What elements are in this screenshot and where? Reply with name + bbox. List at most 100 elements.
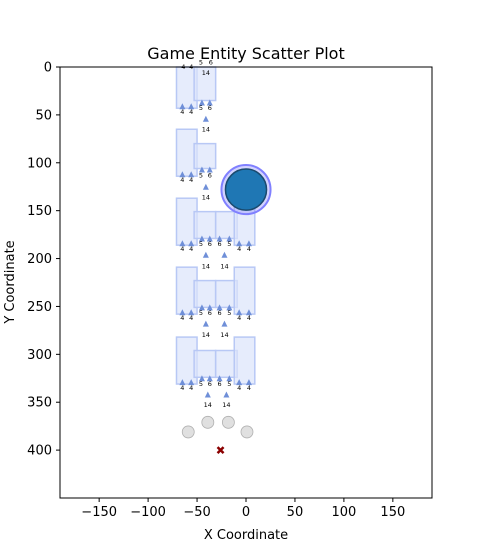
triangle-point [198,99,205,106]
chart-title: Game Entity Scatter Plot [147,44,344,63]
entity-label: 4 [237,384,241,392]
x-axis: −150 −100 −50 0 50 100 150 [81,498,405,520]
entity-label: 5 [199,240,203,248]
entity-label: 6 [217,309,221,317]
ghost-point [181,425,195,439]
entity-label: 4 [180,384,184,392]
triangle-point [202,115,209,122]
entity-label: 14 [202,193,210,201]
entity-label: 4 [247,314,251,322]
triangle-point [188,379,195,386]
triangle-point [179,103,186,110]
entity-block [233,266,256,315]
ghost-point [221,415,235,429]
entity-label: 5 [227,240,231,248]
y-tick-label: 0 [44,61,52,76]
x-axis-label: X Coordinate [204,528,288,543]
triangle-point [206,235,213,242]
entity-label: 4 [189,176,193,184]
triangle-point [226,235,233,242]
x-tick-label: −50 [183,505,210,520]
entity-label: 4 [180,314,184,322]
triangle-point [226,375,233,382]
triangle-point [202,320,209,327]
x-tick-label: 100 [331,505,356,520]
triangle-point [221,320,228,327]
triangle-point [216,304,223,311]
triangle-point [206,99,213,106]
entity-label: 14 [204,401,212,409]
x-tick-label: 50 [287,505,304,520]
player-point [224,168,268,211]
entity-label: 6 [208,309,212,317]
y-axis: 0 50 100 150 200 250 300 350 400 [27,61,60,459]
x-marker [216,446,225,454]
triangle-point [245,379,252,386]
y-tick-label: 400 [27,444,52,459]
entity-label: 4 [247,384,251,392]
triangle-point [236,379,243,386]
entity-label: 5 [227,380,231,388]
triangle-point [198,166,205,173]
entity-block [193,142,217,170]
entity-block [233,336,256,385]
y-tick-label: 50 [35,108,52,123]
x-tick-label: −150 [81,505,117,520]
entity-label: 14 [220,262,228,270]
triangle-point [188,240,195,247]
entity-label: 5 [199,309,203,317]
entity-label: 6 [208,380,212,388]
triangle-point [188,171,195,178]
y-tick-label: 350 [27,396,52,411]
triangle-point [188,103,195,110]
triangle-point [179,240,186,247]
entity-label: 4 [237,314,241,322]
entity-label: 4 [189,245,193,253]
x-tick-label: −100 [130,505,166,520]
entity-label: 14 [202,262,210,270]
y-axis-label: Y Coordinate [3,240,18,324]
entity-label: 4 [180,108,184,116]
entity-label: 14 [222,401,230,409]
triangle-point [179,171,186,178]
entity-label: 5 [227,309,231,317]
entity-label: 5 [199,104,203,112]
entity-label: 4 [189,108,193,116]
triangle-point [198,375,205,382]
triangle-point [223,391,230,398]
entity-label: 4 [189,384,193,392]
triangle-point [245,240,252,247]
entity-label: 4 [180,245,184,253]
triangle-point [236,240,243,247]
entity-label: 4 [247,245,251,253]
entity-block [193,349,217,379]
x-tick-label: 0 [242,505,250,520]
y-tick-label: 250 [27,300,52,315]
entity-label: 14 [202,69,210,77]
entity-block [193,279,217,309]
triangle-point [206,166,213,173]
entity-label: 5 [199,58,203,66]
y-tick-label: 100 [27,156,52,171]
entity-label: 5 [199,380,203,388]
triangle-point [221,251,228,258]
ghost-point [201,415,215,429]
x-tick-label: 150 [380,505,405,520]
entity-label: 14 [202,331,210,339]
triangle-point [236,309,243,316]
triangle-point [202,251,209,258]
triangle-point [226,304,233,311]
y-tick-label: 150 [27,204,52,219]
entity-label: 6 [208,240,212,248]
triangle-point [216,375,223,382]
entity-label: 5 [199,171,203,179]
triangle-point [206,375,213,382]
triangle-point [179,309,186,316]
entity-label: 6 [217,380,221,388]
y-tick-label: 200 [27,252,52,267]
triangle-point [188,309,195,316]
triangle-point [204,391,211,398]
entity-block [193,210,217,240]
